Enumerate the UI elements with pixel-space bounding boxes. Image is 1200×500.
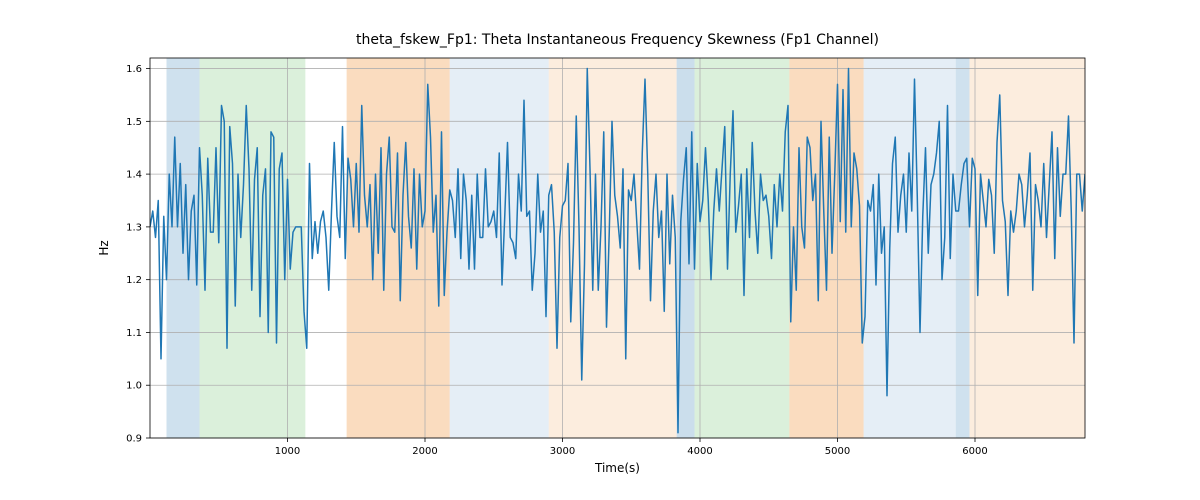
- y-tick-label: 1.5: [126, 117, 142, 128]
- y-tick-label: 1.4: [126, 170, 142, 181]
- y-tick-label: 1.1: [126, 328, 142, 339]
- chart-title: theta_fskew_Fp1: Theta Instantaneous Fre…: [356, 32, 879, 48]
- y-tick-label: 0.9: [126, 434, 142, 445]
- x-axis-label: Time(s): [594, 461, 640, 475]
- shaded-region-11: [970, 58, 1086, 438]
- x-tick-label: 6000: [962, 446, 987, 457]
- y-tick-label: 1.2: [126, 275, 142, 286]
- y-tick-label: 1.0: [126, 381, 142, 392]
- line-chart: 1000 2000 3000 4000 5000 6000 0.9 1.0 1.1 1.2 1.3 1…: [0, 0, 1200, 500]
- y-tick-label: 1.6: [126, 64, 142, 75]
- x-tick-label: 2000: [412, 446, 437, 457]
- y-tick-label: 1.3: [126, 222, 142, 233]
- x-tick-label: 1000: [275, 446, 300, 457]
- x-tick-label: 3000: [550, 446, 575, 457]
- shaded-region-3: [450, 58, 549, 438]
- shaded-region-8: [789, 58, 863, 438]
- shaded-region-5: [590, 58, 677, 438]
- y-axis-label: Hz: [97, 240, 111, 255]
- x-tick-label: 5000: [825, 446, 850, 457]
- chart-root: 1000 2000 3000 4000 5000 6000 0.9 1.0 1.1 1.2 1.3 1…: [0, 0, 1200, 500]
- shaded-region-10: [956, 58, 970, 438]
- shaded-region-7: [695, 58, 790, 438]
- x-tick-label: 4000: [687, 446, 712, 457]
